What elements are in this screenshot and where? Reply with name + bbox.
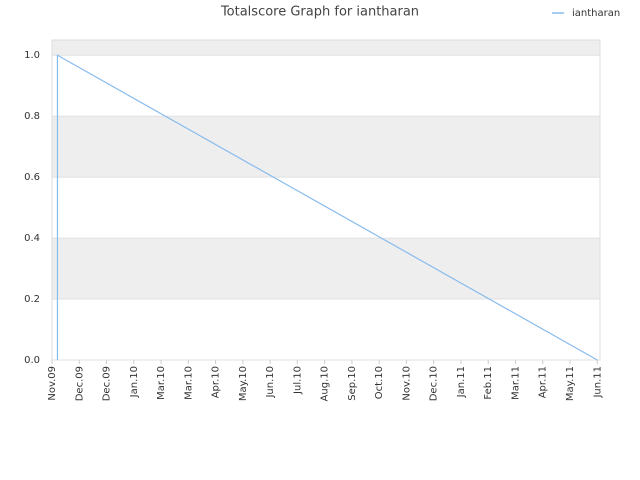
- plot-band: [52, 40, 600, 56]
- plot-band: [52, 299, 600, 360]
- x-tick-label: Apr.10: [211, 366, 222, 398]
- x-tick-label: Nov.09: [47, 366, 58, 401]
- x-tick-label: Jun.10: [265, 366, 276, 399]
- x-tick-label: Feb.11: [483, 366, 494, 400]
- plot-band: [52, 116, 600, 178]
- y-tick-label: 0.4: [24, 233, 40, 244]
- x-tick-label: Jul.10: [292, 366, 303, 395]
- plot-band: [52, 55, 600, 117]
- x-tick-label: Nov.10: [401, 366, 412, 401]
- plot-band: [52, 177, 600, 239]
- x-tick-label: Dec.09: [102, 366, 113, 401]
- chart-title: Totalscore Graph for iantharan: [220, 5, 419, 20]
- x-tick-label: Mar.10: [183, 366, 194, 400]
- x-tick-label: May.10: [238, 366, 249, 401]
- y-tick-label: 0.2: [24, 294, 40, 305]
- x-tick-label: Jan.10: [129, 366, 140, 398]
- x-tick-label: Oct.10: [374, 366, 385, 399]
- x-tick-label: Jan.11: [456, 366, 467, 398]
- x-tick-label: Dec.10: [429, 366, 440, 401]
- x-tick-label: Aug.10: [320, 366, 331, 401]
- x-tick-label: Mar.10: [156, 366, 167, 400]
- y-tick-label: 0.6: [24, 172, 40, 183]
- plot-band: [52, 238, 600, 300]
- x-tick-label: Dec.09: [74, 366, 85, 401]
- x-tick-label: Mar.11: [510, 366, 521, 400]
- y-tick-label: 0.0: [24, 355, 40, 366]
- x-tick-label: Apr.11: [538, 366, 549, 398]
- series-line: [56, 54, 598, 361]
- x-tick-label: Jun.11: [592, 366, 603, 399]
- legend-label: iantharan: [572, 8, 620, 19]
- y-tick-label: 0.8: [24, 111, 40, 122]
- x-tick-label: May.11: [565, 366, 576, 401]
- x-tick-label: Sep.10: [347, 366, 358, 401]
- y-tick-label: 1.0: [24, 50, 40, 61]
